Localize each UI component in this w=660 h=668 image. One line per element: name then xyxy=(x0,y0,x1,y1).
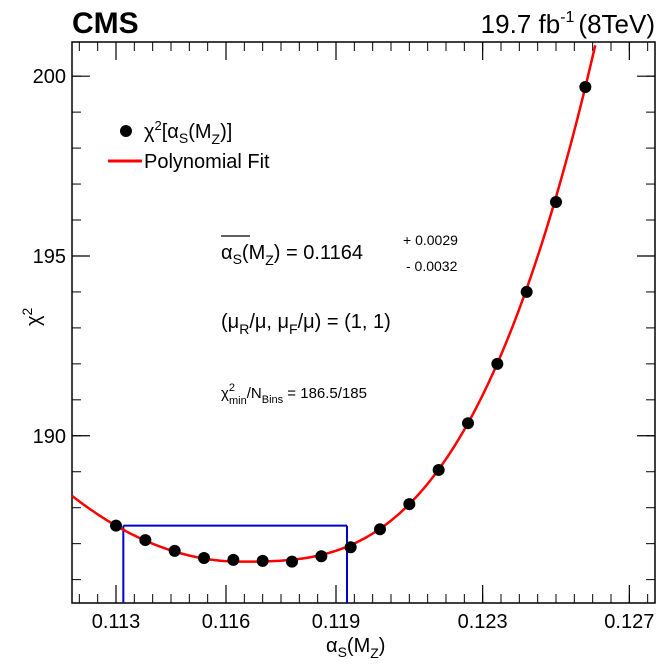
data-point xyxy=(110,519,122,532)
data-point xyxy=(579,80,592,93)
alpha-err-down: - 0.0032 xyxy=(406,258,458,274)
legend-point-marker xyxy=(120,125,132,137)
x-tick-label: 0.116 xyxy=(202,611,251,633)
data-point xyxy=(168,544,181,557)
scales-annotation: (μR/μ, μF/μ) = (1, 1) xyxy=(221,311,391,337)
data-point xyxy=(315,550,328,563)
x-axis-label: αS(MZ) xyxy=(326,635,385,661)
alpha-result-annotation: αS(MZ) = 0.1164 + 0.0029 - 0.0032 xyxy=(221,232,458,274)
data-point xyxy=(520,285,533,298)
x-tick-label: 0.123 xyxy=(458,611,508,633)
fit-curve xyxy=(71,45,597,563)
y-tick-labels: 190 195 200 xyxy=(33,66,66,448)
uncertainty-box xyxy=(122,524,348,603)
chi2-ndf-annotation: χ2 min/NBins = 186.5/185 xyxy=(221,382,367,407)
data-point xyxy=(432,463,445,476)
x-tick-label: 0.119 xyxy=(312,611,361,633)
data-point xyxy=(491,357,504,370)
alpha-result-text: αS(MZ) = 0.1164 xyxy=(221,242,363,268)
data-point xyxy=(139,534,152,547)
data-point xyxy=(403,498,416,511)
experiment-label: CMS xyxy=(72,7,139,40)
data-point xyxy=(198,552,210,565)
y-tick-label: 200 xyxy=(33,66,66,88)
data-point xyxy=(550,196,562,209)
axis-ticks xyxy=(72,42,655,603)
points-layer xyxy=(110,80,592,568)
x-tick-label: 0.127 xyxy=(604,611,654,633)
x-tick-label: 0.113 xyxy=(92,611,141,633)
data-point xyxy=(286,555,298,568)
legend-entry-fit: Polynomial Fit xyxy=(144,151,270,173)
data-point xyxy=(344,541,357,554)
legend-entry-points: χ2[αS(MZ)] xyxy=(144,118,232,147)
data-point xyxy=(462,417,474,430)
y-tick-label: 195 xyxy=(33,246,66,268)
x-tick-labels: 0.113 0.116 0.119 0.123 0.127 xyxy=(92,611,655,633)
y-axis-label: χ2 xyxy=(19,308,45,327)
data-point xyxy=(256,554,269,567)
data-point xyxy=(374,523,386,536)
alpha-err-up: + 0.0029 xyxy=(403,232,458,248)
data-point xyxy=(227,553,240,566)
plot-frame xyxy=(71,41,656,604)
legend: χ2[αS(MZ)] Polynomial Fit xyxy=(108,118,270,173)
luminosity-label: 19.7 fb-1 (8TeV) xyxy=(481,9,655,39)
y-tick-label: 190 xyxy=(33,426,66,448)
fit-layer xyxy=(71,45,597,563)
